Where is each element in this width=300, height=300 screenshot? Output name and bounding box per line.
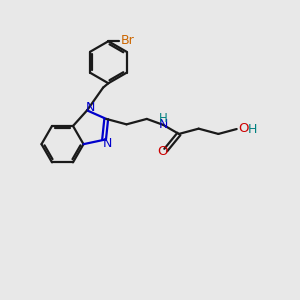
Text: H: H — [159, 112, 168, 125]
Text: N: N — [86, 101, 95, 114]
Text: O: O — [238, 122, 248, 135]
Text: O: O — [157, 145, 167, 158]
Text: N: N — [103, 137, 112, 150]
Text: H: H — [248, 122, 257, 136]
Text: Br: Br — [120, 34, 134, 47]
Text: N: N — [159, 118, 168, 131]
